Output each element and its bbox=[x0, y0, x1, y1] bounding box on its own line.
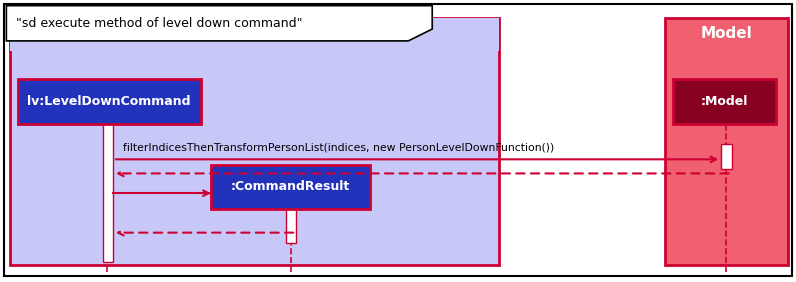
Text: Model: Model bbox=[700, 26, 752, 41]
FancyBboxPatch shape bbox=[286, 209, 296, 243]
Text: :CommandResult: :CommandResult bbox=[231, 180, 350, 193]
FancyBboxPatch shape bbox=[10, 18, 499, 51]
Text: filterIndicesThenTransformPersonList(indices, new PersonLevelDownFunction()): filterIndicesThenTransformPersonList(ind… bbox=[123, 142, 555, 152]
FancyBboxPatch shape bbox=[10, 18, 499, 265]
Text: :Model: :Model bbox=[700, 95, 748, 108]
Text: Logic: Logic bbox=[232, 26, 277, 41]
FancyBboxPatch shape bbox=[103, 124, 113, 262]
FancyBboxPatch shape bbox=[721, 144, 732, 169]
Text: "sd execute method of level down command": "sd execute method of level down command… bbox=[16, 17, 302, 30]
FancyBboxPatch shape bbox=[673, 79, 776, 124]
FancyBboxPatch shape bbox=[665, 18, 788, 265]
FancyBboxPatch shape bbox=[211, 165, 370, 209]
Text: lv:LevelDownCommand: lv:LevelDownCommand bbox=[27, 95, 191, 108]
FancyBboxPatch shape bbox=[18, 79, 201, 124]
FancyBboxPatch shape bbox=[4, 4, 792, 276]
Polygon shape bbox=[6, 6, 432, 41]
